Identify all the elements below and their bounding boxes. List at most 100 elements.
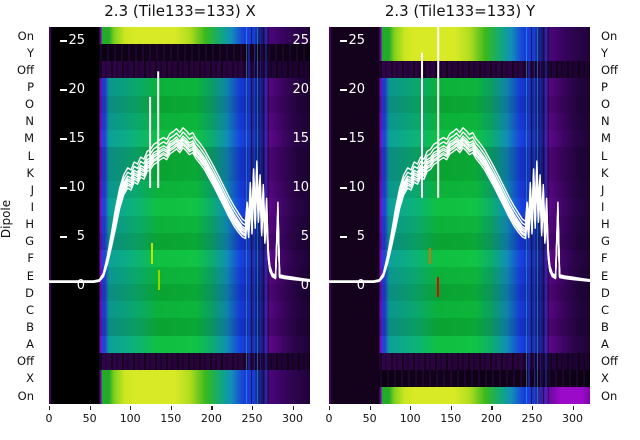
heatmap-row <box>329 146 590 165</box>
inner-ytick-label-right: 5 <box>300 229 309 244</box>
profile-trace <box>329 137 590 283</box>
ytick-value: 10 <box>348 180 365 195</box>
x-tick-label: 250 <box>241 412 263 425</box>
profile-trace <box>329 126 590 282</box>
heatmap-row <box>329 78 590 96</box>
x-axis-panel-x: 0 50 100 150 200 250 300 <box>46 404 310 436</box>
profile-overlay <box>49 71 310 284</box>
ytick-value: 15 <box>68 131 85 146</box>
x-tick-label: 50 <box>362 412 377 425</box>
ytick-dash <box>60 40 67 42</box>
profile-trace <box>329 147 590 284</box>
profile-trace <box>49 131 310 282</box>
ytick-dash <box>340 40 347 42</box>
ytick-value: 0 <box>356 278 365 293</box>
heatmap-row <box>49 369 310 387</box>
inner-ytick-label-right: 15 <box>292 131 309 146</box>
dipole-label: Y <box>26 45 34 60</box>
dipole-axis-right: On Y Off P O N M L K J I H G F E D C B A Off X On <box>601 27 639 404</box>
x-tick-mark <box>532 406 534 410</box>
heatmap-row <box>49 112 310 130</box>
ytick-dash <box>340 187 347 189</box>
x-tick-mark <box>49 406 51 410</box>
x-tick-mark <box>329 406 331 410</box>
dipole-axis-left: On Y Off P O N M L K J I H G F E D C B A Off X On <box>0 27 34 404</box>
ytick-dash <box>340 236 347 238</box>
x-tick-mark <box>450 406 453 410</box>
x-tick-label: 200 <box>480 412 502 425</box>
color-dash-artifact <box>428 247 431 265</box>
inner-ytick-label-right: 10 <box>292 180 309 195</box>
dipole-label: O <box>601 97 611 112</box>
profile-trace <box>49 135 310 283</box>
ytick-dash <box>340 89 347 91</box>
heatmap-row <box>329 181 590 199</box>
inner-ytick-label-right: 25 <box>292 33 309 48</box>
dipole-label: Off <box>601 354 618 369</box>
heatmap-panel-y: 0 5 10 15 20 25 <box>329 27 590 404</box>
dipole-label: N <box>25 114 34 129</box>
x-tick-mark <box>211 406 213 410</box>
heatmap-row <box>329 44 590 62</box>
heatmap-row <box>329 301 590 319</box>
x-axis-panel-y: 0 50 100 150 200 250 300 <box>325 404 590 436</box>
inner-ytick-label: 15 <box>60 131 85 147</box>
ytick-dash <box>60 89 67 91</box>
panel-edge-line <box>329 27 331 404</box>
profile-trace <box>49 137 310 283</box>
heatmap-row <box>329 164 590 182</box>
profile-overlay <box>329 27 590 284</box>
inner-ytick-label: 25 <box>60 33 85 49</box>
heatmap-row <box>329 95 590 113</box>
dipole-label: D <box>25 285 34 300</box>
heatmap-row <box>329 249 590 267</box>
dipole-label: I <box>30 199 34 214</box>
dipole-label: O <box>24 97 34 112</box>
dipole-label: M <box>24 131 34 146</box>
x-tick-label: 0 <box>325 412 333 425</box>
dipole-label: Off <box>601 62 618 77</box>
inner-ytick-label-right: 20 <box>292 82 309 97</box>
profile-trace <box>49 147 310 284</box>
dipole-label: Off <box>17 62 34 77</box>
x-tick-mark <box>170 406 173 410</box>
vertical-artifact-stripe <box>256 27 258 404</box>
x-tick-label: 50 <box>82 412 97 425</box>
heatmap-row <box>49 181 310 199</box>
dipole-label: F <box>601 251 608 266</box>
heatmap-row <box>49 95 310 113</box>
panel-title-y: 2.3 (Tile133=133) Y <box>384 2 536 20</box>
dipole-label: P <box>27 79 34 94</box>
dipole-label: B <box>26 319 34 334</box>
heatmap-row <box>49 27 310 45</box>
x-tick-mark <box>572 406 574 410</box>
dipole-label: On <box>17 388 34 403</box>
x-tick-label: 300 <box>282 412 303 425</box>
dipole-label: On <box>17 28 34 43</box>
dipole-label: D <box>601 285 610 300</box>
dipole-label: P <box>601 79 608 94</box>
heatmap-row <box>49 335 310 353</box>
heatmap-row <box>49 78 310 96</box>
inner-ytick-label: 25 <box>340 33 365 49</box>
inner-ytick-label: 5 <box>340 229 365 245</box>
x-tick-label: 250 <box>521 412 543 425</box>
vertical-artifact-stripe <box>548 27 550 404</box>
heatmap-row <box>329 386 590 404</box>
heatmap-row <box>49 284 310 302</box>
ytick-value: 25 <box>68 33 85 48</box>
inner-ytick-label: 15 <box>340 131 365 147</box>
x-tick-label: 100 <box>119 412 141 425</box>
dipole-label: Y <box>601 45 609 60</box>
ytick-dash <box>60 236 67 238</box>
heatmap-row <box>329 112 590 130</box>
profile-trace <box>49 139 310 283</box>
x-tick-label: 100 <box>399 412 421 425</box>
ytick-value: 25 <box>348 33 365 48</box>
dipole-label: C <box>601 302 610 317</box>
x-tick-label: 150 <box>440 412 462 425</box>
dipole-label: J <box>30 182 34 197</box>
inner-ytick-label-right: 0 <box>300 278 309 293</box>
x-tick-mark <box>252 406 254 410</box>
vertical-artifact-stripe <box>268 27 270 404</box>
